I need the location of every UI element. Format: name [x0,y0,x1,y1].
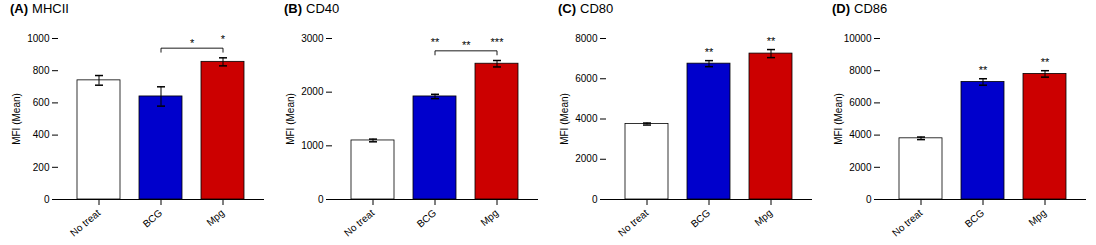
svg-text:600: 600 [33,97,50,108]
svg-text:**: ** [462,39,471,51]
svg-text:8000: 8000 [849,65,872,76]
svg-text:BCG: BCG [415,207,439,229]
html-text:(B) CD40: (B) CD40 [284,1,340,16]
svg-text:**: ** [979,64,988,76]
svg-text:**: ** [1041,56,1050,68]
svg-text:MFI (Mean): MFI (Mean) [285,93,296,145]
svg-text:Mpg: Mpg [478,207,500,228]
svg-text:0: 0 [44,194,50,205]
svg-text:6000: 6000 [575,73,598,84]
svg-text:1000: 1000 [301,140,324,151]
svg-text:BCG: BCG [689,207,713,229]
svg-text:800: 800 [33,65,50,76]
svg-text:0: 0 [318,194,324,205]
svg-text:6000: 6000 [849,97,872,108]
svg-text:Mpg: Mpg [204,207,226,228]
svg-text:10000: 10000 [844,33,872,44]
svg-text:No treat: No treat [68,207,102,238]
svg-text:4000: 4000 [849,129,872,140]
html-text:(C) CD80: (C) CD80 [558,1,614,16]
svg-text:*: * [221,33,226,45]
svg-text:MFI (Mean): MFI (Mean) [11,93,22,145]
svg-text:BCG: BCG [141,207,165,229]
svg-text:2000: 2000 [849,162,872,173]
svg-text:Mpg: Mpg [752,207,774,228]
svg-text:2000: 2000 [575,153,598,164]
svg-text:**: ** [767,35,776,47]
svg-text:No treat: No treat [890,207,924,238]
svg-text:MFI (Mean): MFI (Mean) [559,93,570,145]
svg-text:0: 0 [592,194,598,205]
svg-text:3000: 3000 [301,33,324,44]
svg-text:2000: 2000 [301,86,324,97]
svg-text:400: 400 [33,129,50,140]
svg-text:MFI (Mean): MFI (Mean) [833,93,844,145]
svg-text:No treat: No treat [616,207,650,238]
svg-text:4000: 4000 [575,113,598,124]
svg-text:***: *** [491,36,505,48]
svg-text:BCG: BCG [963,207,987,229]
svg-text:1000: 1000 [27,33,50,44]
html-text:(A) MHCII: (A) MHCII [10,1,69,16]
svg-text:0: 0 [866,194,872,205]
svg-text:Mpg: Mpg [1026,207,1048,228]
svg-text:No treat: No treat [342,207,376,238]
svg-text:200: 200 [33,162,50,173]
svg-text:*: * [190,37,195,49]
svg-text:8000: 8000 [575,33,598,44]
svg-text:**: ** [705,46,714,58]
svg-text:**: ** [431,36,440,48]
html-text:(D) CD86: (D) CD86 [832,1,888,16]
